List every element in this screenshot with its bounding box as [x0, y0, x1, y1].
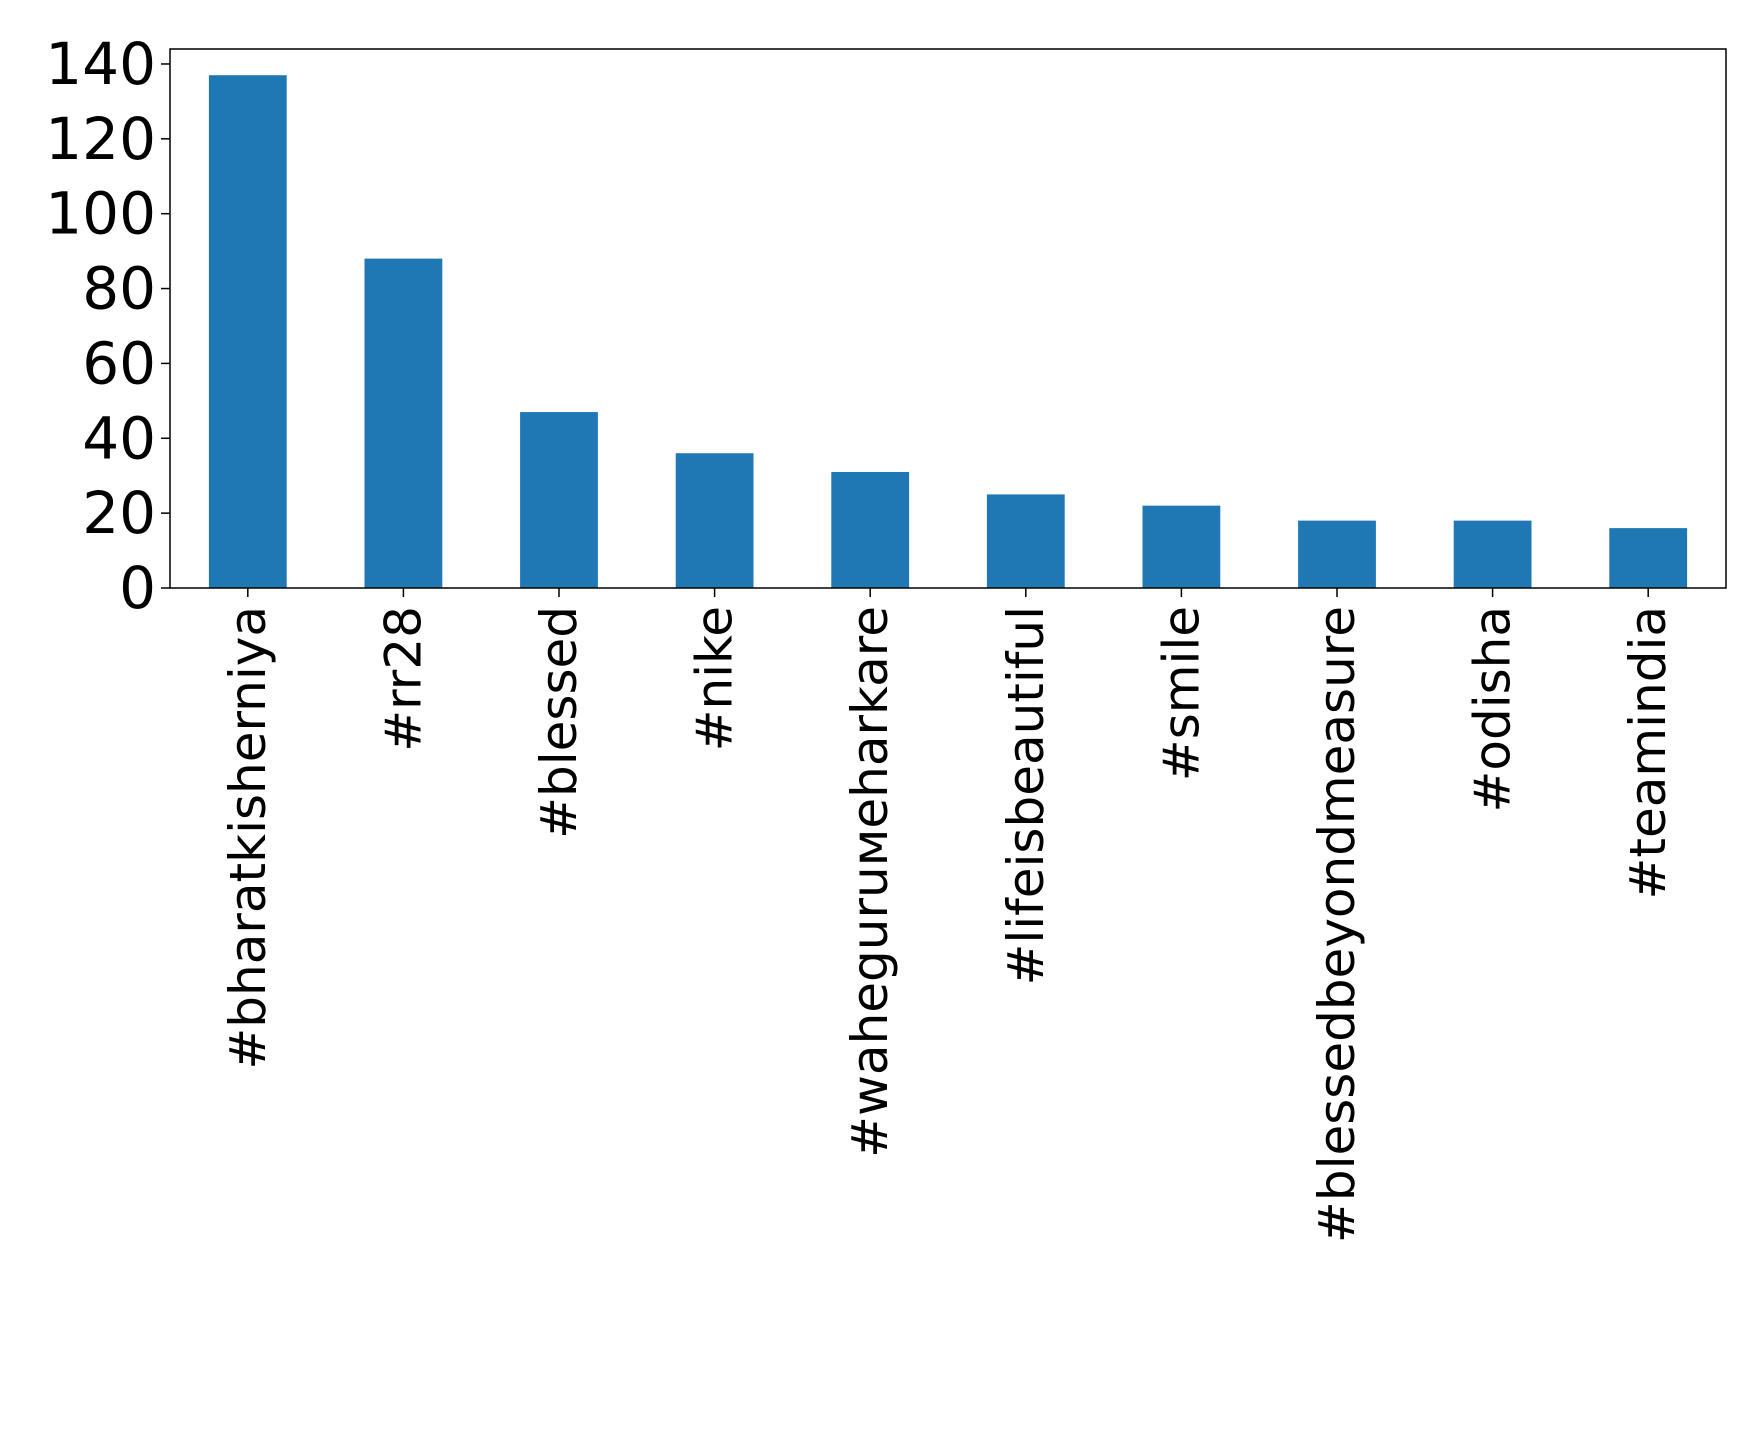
y-tick-label-3: 60 — [82, 329, 156, 397]
bar-1 — [364, 258, 443, 588]
y-tick-label-0: 0 — [119, 554, 156, 622]
y-tick-label-6: 120 — [45, 105, 156, 173]
y-tick-label-5: 100 — [45, 180, 156, 248]
plot-frame — [169, 48, 1727, 589]
x-tick-label-5: #lifeisbeautiful — [997, 606, 1055, 986]
x-tick-label-3: #nike — [686, 606, 744, 751]
bar-6 — [1142, 505, 1221, 588]
x-tick-label-9: #teamindia — [1619, 606, 1677, 899]
bar-8 — [1453, 520, 1532, 588]
bar-4 — [831, 471, 910, 588]
x-tick-label-7: #blessedbeyondmeasure — [1308, 606, 1366, 1243]
bar-9 — [1609, 528, 1688, 588]
bar-5 — [986, 494, 1065, 588]
bar-2 — [520, 412, 598, 588]
y-tick-label-2: 40 — [82, 404, 156, 472]
x-tick-label-6: #smile — [1152, 606, 1210, 781]
y-tick-label-1: 20 — [82, 479, 156, 547]
bar-7 — [1298, 520, 1376, 588]
bar-3 — [675, 453, 754, 588]
x-tick-label-1: #rr28 — [374, 606, 432, 752]
bars-group — [208, 75, 1688, 588]
x-tick-label-8: #odisha — [1464, 606, 1522, 813]
x-tick-label-4: #waheguruмeharkare — [841, 606, 899, 1158]
y-tick-label-4: 80 — [82, 255, 156, 323]
x-axis: #bharatkisherniya #rr28 #blessed #nike #wahe… — [219, 588, 1677, 1243]
x-tick-label-2: #blessed — [530, 606, 588, 839]
y-tick-label-7: 140 — [45, 30, 156, 98]
bar-0 — [208, 75, 287, 588]
x-tick-label-0: #bharatkisherniya — [219, 606, 277, 1070]
